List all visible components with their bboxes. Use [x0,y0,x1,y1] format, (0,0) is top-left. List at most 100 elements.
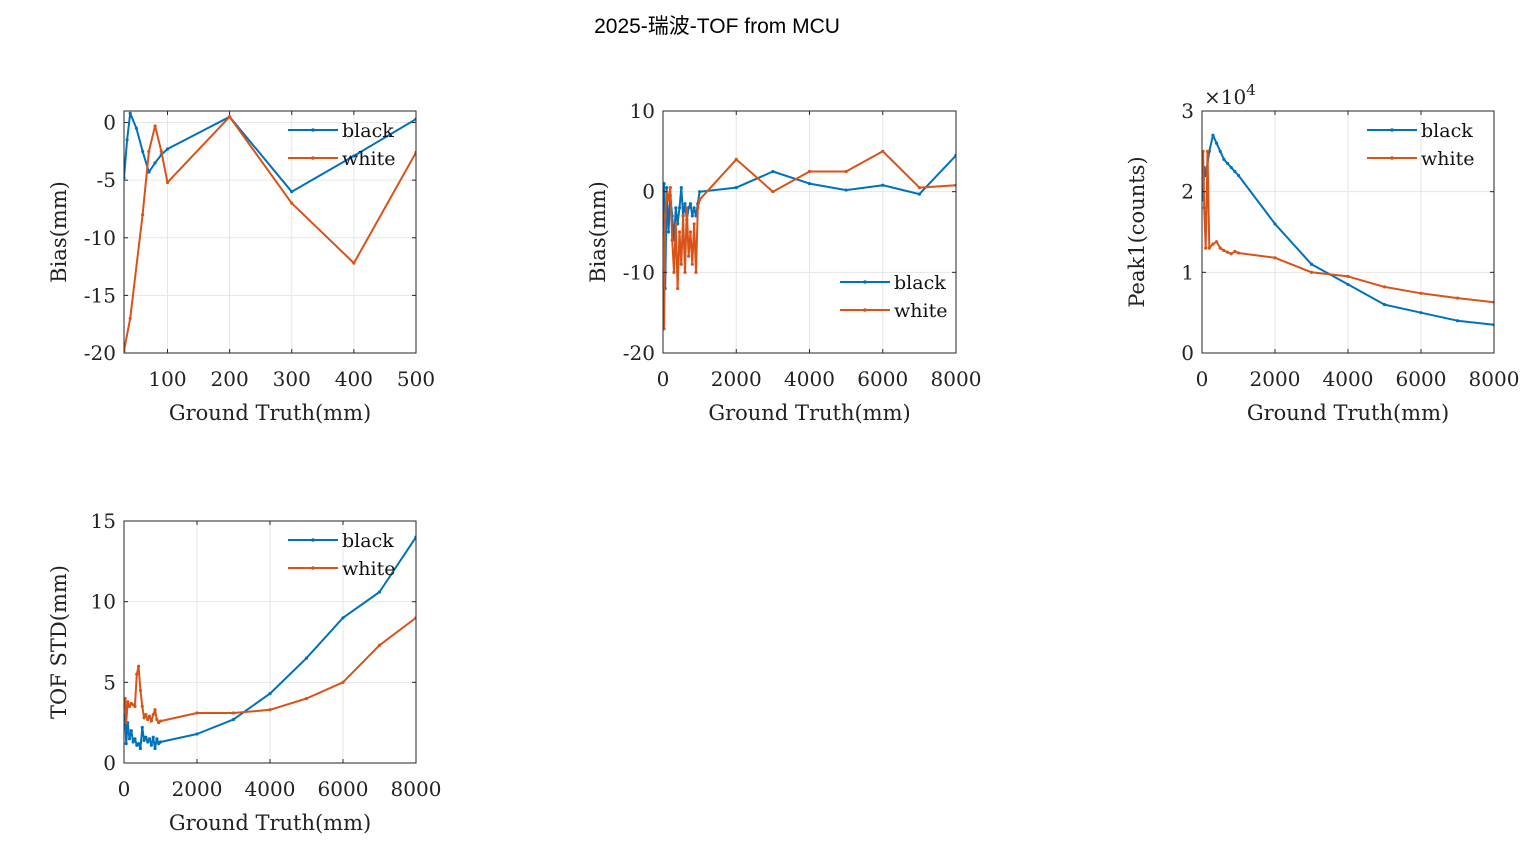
data-point-white [698,198,702,202]
x-tick-label: 8000 [931,367,982,391]
data-point-white [124,696,127,701]
data-point-black [268,692,272,696]
x-tick-label: 2000 [711,367,762,391]
data-point-black [147,737,152,741]
data-point-white [135,672,139,676]
data-point-black [304,656,309,660]
y-tick-label: -15 [84,283,116,307]
y-tick-label: -5 [97,168,116,192]
x-tick-label: 2000 [1250,367,1301,391]
data-point-white [146,717,150,722]
axes-frame [123,110,417,354]
data-point-white [352,261,356,265]
data-point-white [1273,256,1277,260]
data-point-white [153,708,157,712]
data-point-black [125,138,129,142]
y-tick-label: -10 [623,260,655,284]
y-exponent-label: ×104 [1204,81,1256,109]
legend-label-black: black [342,530,394,552]
x-tick-label: 6000 [318,777,369,801]
data-point-white [153,124,157,128]
data-point-white [683,270,687,274]
data-point-white [142,716,146,720]
y-axis-label: Bias(mm) [586,181,610,283]
data-point-white [126,700,130,704]
legend-label-black: black [342,120,394,142]
data-point-white [1233,249,1237,253]
data-point-white [1211,242,1215,246]
legend-label-white: white [342,558,395,580]
data-point-white [341,680,345,684]
data-point-white [133,704,137,709]
data-point-white [676,286,680,291]
data-point-white [696,206,700,210]
data-point-white [1204,246,1208,250]
y-axis-label: Bias(mm) [47,181,71,283]
data-point-black [666,230,671,234]
data-point-black [1222,157,1226,161]
data-point-black [151,735,155,739]
data-point-black [231,717,236,722]
data-point-black [1218,149,1222,153]
data-point-white [688,230,693,234]
data-point-white [1202,206,1206,210]
data-point-white [663,327,666,331]
axes-background [124,111,416,353]
data-point-white [1229,252,1233,256]
data-point-black [674,206,678,210]
y-tick-label: -10 [84,226,116,250]
y-tick-label: -20 [623,341,655,365]
data-point-white [268,708,272,712]
data-point-black [1233,169,1237,174]
data-point-white [1382,285,1387,289]
data-point-white [1215,240,1219,244]
data-point-white [377,643,382,647]
y-tick-label: 0 [1181,341,1194,365]
data-point-black [844,188,848,192]
data-point-white [668,186,672,190]
data-point-black [129,729,133,733]
data-point-white [666,198,671,202]
data-point-black [377,590,382,594]
data-point-white [195,711,199,715]
legend-label-white: white [342,148,395,170]
y-tick-label: 5 [103,670,116,694]
data-point-black [698,190,702,194]
series-line-white [663,150,956,329]
data-point-white [137,664,141,668]
x-tick-label: 4000 [245,777,296,801]
data-point-black [690,214,694,218]
data-point-white [694,270,698,274]
data-point-white [1225,250,1230,254]
x-tick-label: 8000 [1469,367,1520,391]
data-point-black [131,740,135,744]
data-point-white [158,719,163,723]
data-point-white [674,222,678,226]
x-axis-label: Ground Truth(mm) [169,811,371,835]
data-point-black [153,746,157,751]
subplot-2: 0 2000 4000 6000 8000 10 0 -10 -20 Ground Truth(m… [586,99,981,425]
data-point-black [138,746,143,751]
legend: black white [1367,120,1474,170]
data-point-white [1205,149,1210,153]
data-point-black [734,186,738,190]
data-point-black [1309,262,1314,266]
data-point-black [290,190,294,194]
data-point-black [141,149,145,153]
data-point-white [663,214,667,218]
y-tick-label: 1 [1181,260,1194,284]
x-tick-label: 0 [657,367,670,391]
data-point-white [144,713,148,717]
data-point-black [1211,133,1215,137]
x-tick-label: 500 [397,367,435,391]
data-point-white [147,714,152,718]
legend-marker-white [1390,156,1394,160]
data-point-black [1419,311,1423,315]
x-tick-label: 4000 [1323,367,1374,391]
x-axis-label: Ground Truth(mm) [708,401,910,425]
x-tick-label: 4000 [784,367,835,391]
data-point-black [1382,303,1387,307]
data-point-black [677,206,682,210]
